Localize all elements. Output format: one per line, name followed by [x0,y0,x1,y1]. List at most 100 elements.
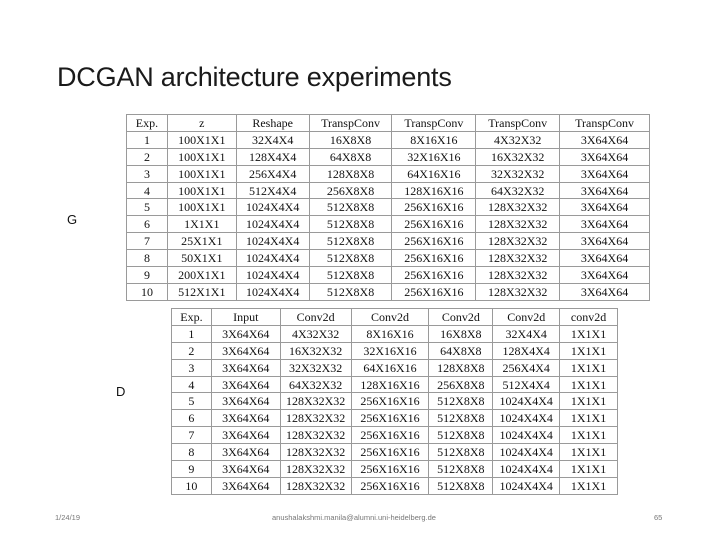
table-row: 4 3X64X64 64X32X32 128X16X16 256X8X8 512X4X4 1… [172,376,618,393]
table-cell: 1X1X1 [560,477,618,494]
table-cell: 512X8X8 [309,199,392,216]
table-cell: 1024X4X4 [236,250,309,267]
table-cell: 5 [127,199,168,216]
column-header: TranspConv [309,115,392,132]
table-cell: 16X32X32 [476,148,560,165]
table-cell: 128X32X32 [476,233,560,250]
table-cell: 10 [172,477,212,494]
table-row: 6 3X64X64 128X32X32 256X16X16 512X8X8 1024X4X… [172,410,618,427]
table-cell: 32X16X16 [392,148,476,165]
table-cell: 512X8X8 [429,461,493,478]
table-cell: 32X4X4 [493,325,560,342]
table-cell: 128X32X32 [280,461,351,478]
generator-architecture-table: Exp. z Reshape TranspConv TranspConv TranspCo… [126,114,650,301]
table-cell: 3X64X64 [560,233,650,250]
table-cell: 128X4X4 [493,342,560,359]
table-cell: 8 [172,444,212,461]
table-cell: 512X8X8 [309,216,392,233]
table-cell: 1X1X1 [560,410,618,427]
table-row: 4 100X1X1 512X4X4 256X8X8 128X16X16 64X32X32 3… [127,182,650,199]
table-cell: 1024X4X4 [493,410,560,427]
table-cell: 3X64X64 [211,342,280,359]
table-cell: 128X32X32 [476,267,560,284]
table-cell: 1024X4X4 [236,267,309,284]
column-header: Reshape [236,115,309,132]
table-cell: 8X16X16 [351,325,429,342]
table-cell: 3X64X64 [560,165,650,182]
table-cell: 256X16X16 [392,250,476,267]
table-cell: 100X1X1 [167,131,236,148]
table-cell: 256X16X16 [392,283,476,300]
generator-table-header: Exp. z Reshape TranspConv TranspConv TranspCo… [127,115,650,132]
table-cell: 1024X4X4 [236,216,309,233]
table-cell: 3X64X64 [560,199,650,216]
table-row: 8 3X64X64 128X32X32 256X16X16 512X8X8 1024X4X… [172,444,618,461]
table-cell: 128X4X4 [236,148,309,165]
table-cell: 1X1X1 [560,325,618,342]
table-cell: 512X8X8 [429,393,493,410]
table-cell: 6 [172,410,212,427]
table-cell: 100X1X1 [167,148,236,165]
table-cell: 3 [127,165,168,182]
table-cell: 3X64X64 [560,216,650,233]
table-cell: 512X8X8 [429,427,493,444]
slide-title: DCGAN architecture experiments [57,62,452,93]
table-cell: 512X8X8 [309,250,392,267]
table-cell: 512X8X8 [429,444,493,461]
table-cell: 64X16X16 [392,165,476,182]
table-cell: 256X16X16 [392,199,476,216]
table-cell: 3X64X64 [211,444,280,461]
table-cell: 128X16X16 [392,182,476,199]
table-cell: 3X64X64 [211,393,280,410]
table-cell: 64X32X32 [280,376,351,393]
table-row: 1 3X64X64 4X32X32 8X16X16 16X8X8 32X4X4 1X1X1 [172,325,618,342]
table-cell: 512X8X8 [309,283,392,300]
table-cell: 4 [127,182,168,199]
discriminator-table-body: 1 3X64X64 4X32X32 8X16X16 16X8X8 32X4X4 1X1X1 2… [172,325,618,494]
table-cell: 32X4X4 [236,131,309,148]
table-cell: 256X16X16 [351,444,429,461]
table-cell: 512X4X4 [236,182,309,199]
table-cell: 7 [127,233,168,250]
table-cell: 128X8X8 [309,165,392,182]
table-cell: 256X16X16 [351,410,429,427]
table-row: 5 3X64X64 128X32X32 256X16X16 512X8X8 1024X4X… [172,393,618,410]
table-cell: 8 [127,250,168,267]
table-cell: 512X1X1 [167,283,236,300]
table-cell: 512X8X8 [429,410,493,427]
table-cell: 10 [127,283,168,300]
discriminator-table-header: Exp. Input Conv2d Conv2d Conv2d Conv2d conv2d [172,309,618,326]
table-cell: 100X1X1 [167,182,236,199]
table-row: 6 1X1X1 1024X4X4 512X8X8 256X16X16 128X32X32 3… [127,216,650,233]
table-cell: 50X1X1 [167,250,236,267]
table-cell: 1X1X1 [560,444,618,461]
footer-email: anushalakshmi.manila@alumni.uni-heidelbe… [272,513,436,522]
column-header: Conv2d [493,309,560,326]
table-cell: 256X16X16 [392,216,476,233]
table-cell: 128X32X32 [280,393,351,410]
table-cell: 4X32X32 [476,131,560,148]
table-cell: 3X64X64 [211,410,280,427]
table-cell: 256X16X16 [392,233,476,250]
table-cell: 128X8X8 [429,359,493,376]
table-cell: 1X1X1 [560,342,618,359]
table-cell: 5 [172,393,212,410]
table-cell: 3X64X64 [560,283,650,300]
column-header: Conv2d [351,309,429,326]
generator-label: G [67,212,77,227]
table-cell: 256X4X4 [493,359,560,376]
table-cell: 1X1X1 [560,376,618,393]
table-row: 3 3X64X64 32X32X32 64X16X16 128X8X8 256X4X4 1X… [172,359,618,376]
table-row: 5 100X1X1 1024X4X4 512X8X8 256X16X16 128X32X3… [127,199,650,216]
table-cell: 3X64X64 [211,376,280,393]
table-cell: 32X16X16 [351,342,429,359]
table-cell: 256X4X4 [236,165,309,182]
table-cell: 512X8X8 [429,477,493,494]
table-row: 10 3X64X64 128X32X32 256X16X16 512X8X8 1024X4… [172,477,618,494]
table-cell: 1024X4X4 [493,461,560,478]
discriminator-label: D [116,384,125,399]
table-cell: 1024X4X4 [493,393,560,410]
column-header: Exp. [172,309,212,326]
table-cell: 1X1X1 [560,427,618,444]
table-cell: 1024X4X4 [236,199,309,216]
